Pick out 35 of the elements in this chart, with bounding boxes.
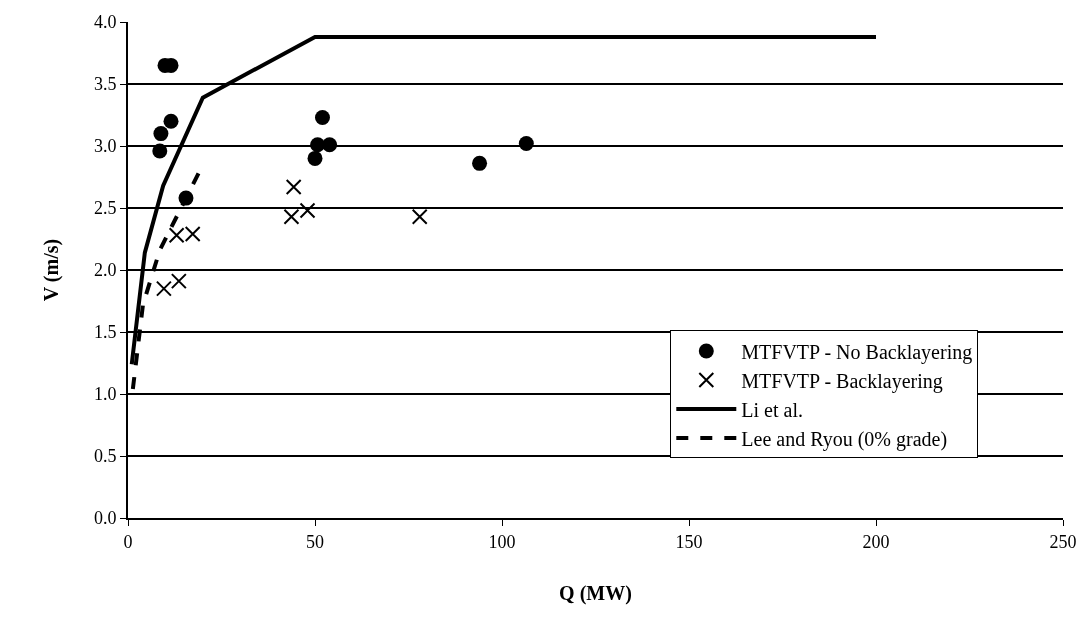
point (518, 136, 534, 152)
y-tick-label: 0.5 (93, 446, 117, 467)
y-tick-label: 2.0 (93, 260, 117, 281)
x-tick-label: 0 (123, 531, 133, 552)
y-axis-title: V (m/s) (39, 238, 63, 302)
y-tick-label: 2.5 (93, 198, 117, 219)
legend-label: Lee and Ryou (0% grade) (741, 427, 948, 451)
x-tick-label: 150 (675, 531, 703, 552)
x-tick-label: 50 (306, 531, 324, 552)
y-tick-label: 1.0 (93, 384, 117, 405)
point (307, 150, 323, 166)
point (322, 137, 338, 153)
point (152, 143, 168, 159)
point (163, 113, 179, 129)
x-tick-label: 200 (862, 531, 890, 552)
point (285, 178, 302, 195)
x-tick-label: 250 (1049, 531, 1077, 552)
y-tick-label: 1.5 (93, 322, 117, 343)
point (153, 126, 169, 142)
y-tick-label: 3.0 (93, 136, 117, 157)
x-axis-title: Q (MW) (559, 581, 632, 605)
y-tick-label: 3.5 (93, 74, 117, 95)
x-tick-label: 100 (488, 531, 516, 552)
point (411, 208, 428, 225)
point (283, 208, 300, 225)
legend-label: Li et al. (741, 398, 803, 421)
point (299, 202, 316, 219)
y-tick-label: 0.0 (93, 508, 117, 529)
legend-label: MTFVTP - Backlayering (741, 369, 943, 393)
legend-label: MTFVTP - No Backlayering (741, 340, 973, 364)
point (170, 273, 187, 290)
point (314, 109, 330, 125)
point (472, 155, 488, 171)
point (155, 280, 172, 297)
y-tick-label: 4.0 (93, 12, 117, 33)
